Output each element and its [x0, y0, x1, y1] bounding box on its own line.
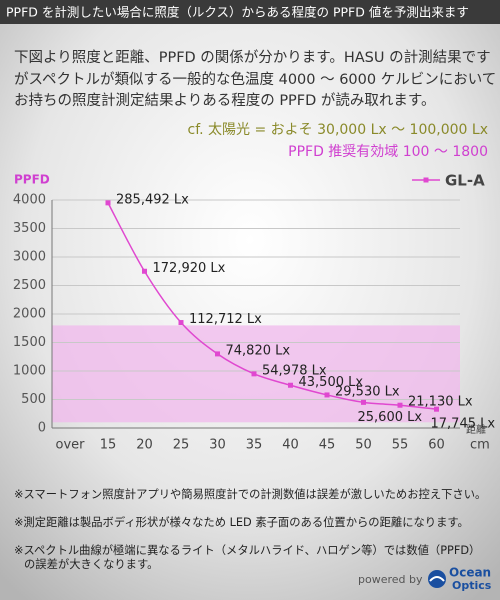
note: ※スペクトル曲線が極端に異なるライト（メタルハライド、ハロゲン等）では数値（PP… [14, 543, 480, 557]
intro: がスペクトルが類似する一般的な色温度 4000 ～ 6000 ケルビンにおいて [14, 71, 496, 88]
note: ※測定距離は製品ボディ形状が様々なため LED 素子面のある位置からの距離になり… [14, 515, 469, 529]
y-tick-label: 1500 [13, 335, 46, 350]
powered-by: powered by [358, 573, 423, 586]
x-tick-label: 45 [319, 438, 336, 453]
lux-label: 74,820 Lx [226, 343, 291, 358]
x-tick-label: 50 [355, 438, 372, 453]
point [215, 351, 220, 357]
intro: お持ちの照度計測定結果よりある程度の PPFD が読み取れます。 [14, 92, 435, 109]
point [251, 371, 257, 377]
header-bar [0, 0, 500, 24]
x-tick-label: 35 [246, 438, 263, 453]
annotation: cf. 太陽光 = およそ 30,000 Lx ～ 100,000 Lx [188, 122, 488, 138]
y-tick-label: 500 [21, 392, 46, 407]
y-tick-label: 1000 [13, 364, 46, 379]
logo-text: Optics [452, 579, 492, 592]
x-axis-label: 距離 [466, 423, 486, 436]
lux-label: 17,745 Lx [431, 417, 496, 432]
y-axis-label: PPFD [14, 173, 50, 187]
x-tick-label: 30 [209, 438, 226, 453]
lux-label: 43,500 Lx [299, 375, 364, 390]
y-tick-label: 0 [38, 421, 46, 436]
point [434, 406, 439, 412]
lux-label: 25,600 Lx [358, 410, 423, 425]
point [324, 392, 330, 398]
series-line [107, 202, 437, 410]
lux-label: 112,712 Lx [189, 312, 262, 327]
logo-icon [428, 570, 446, 588]
x-tick-label: 40 [282, 438, 299, 453]
lux-label: 172,920 Lx [153, 261, 226, 276]
lux-label: 285,492 Lx [116, 192, 189, 207]
legend-label: GL-A [445, 172, 485, 190]
y-tick-label: 3500 [13, 221, 46, 236]
point [397, 402, 403, 408]
y-tick-label: 2500 [13, 278, 46, 293]
header: PPFD を計測したい場合に照度（ルクス）からある程度の PPFD 値を予測出来… [6, 5, 469, 20]
point [178, 320, 184, 326]
lux-label: 29,530 Lx [335, 384, 400, 399]
x-tick-label: 20 [136, 438, 153, 453]
lux-label: 54,978 Lx [262, 363, 327, 378]
x-tick-label: over [56, 438, 86, 453]
x-tick-label: 25 [173, 438, 190, 453]
intro: 下図より照度と距離、PPFD の関係が分かります。HASU の計測結果です [14, 48, 491, 66]
note: ※スマートフォン照度計アプリや簡易照度計での計測数値は誤差が激しいためお控え下さ… [14, 487, 486, 501]
y-tick-label: 2000 [13, 307, 46, 322]
point [288, 382, 293, 388]
lux-label: 21,130 Lx [408, 395, 473, 410]
logo-text: Ocean [449, 566, 491, 580]
x-tick-label: 55 [392, 438, 409, 453]
x-tick-label: 60 [428, 438, 445, 453]
x-axis-unit: cm [470, 438, 490, 453]
point [105, 200, 111, 206]
logo-wave [429, 576, 445, 582]
y-tick-label: 4000 [13, 193, 46, 208]
point [142, 268, 147, 274]
x-tick-label: 15 [100, 438, 117, 453]
legend-marker [423, 177, 429, 183]
annotation: PPFD 推奨有効域 100 ～ 1800 [288, 144, 488, 160]
y-tick-label: 3000 [13, 250, 46, 265]
point [361, 399, 366, 405]
note: の誤差が大きくなります。 [24, 557, 158, 571]
